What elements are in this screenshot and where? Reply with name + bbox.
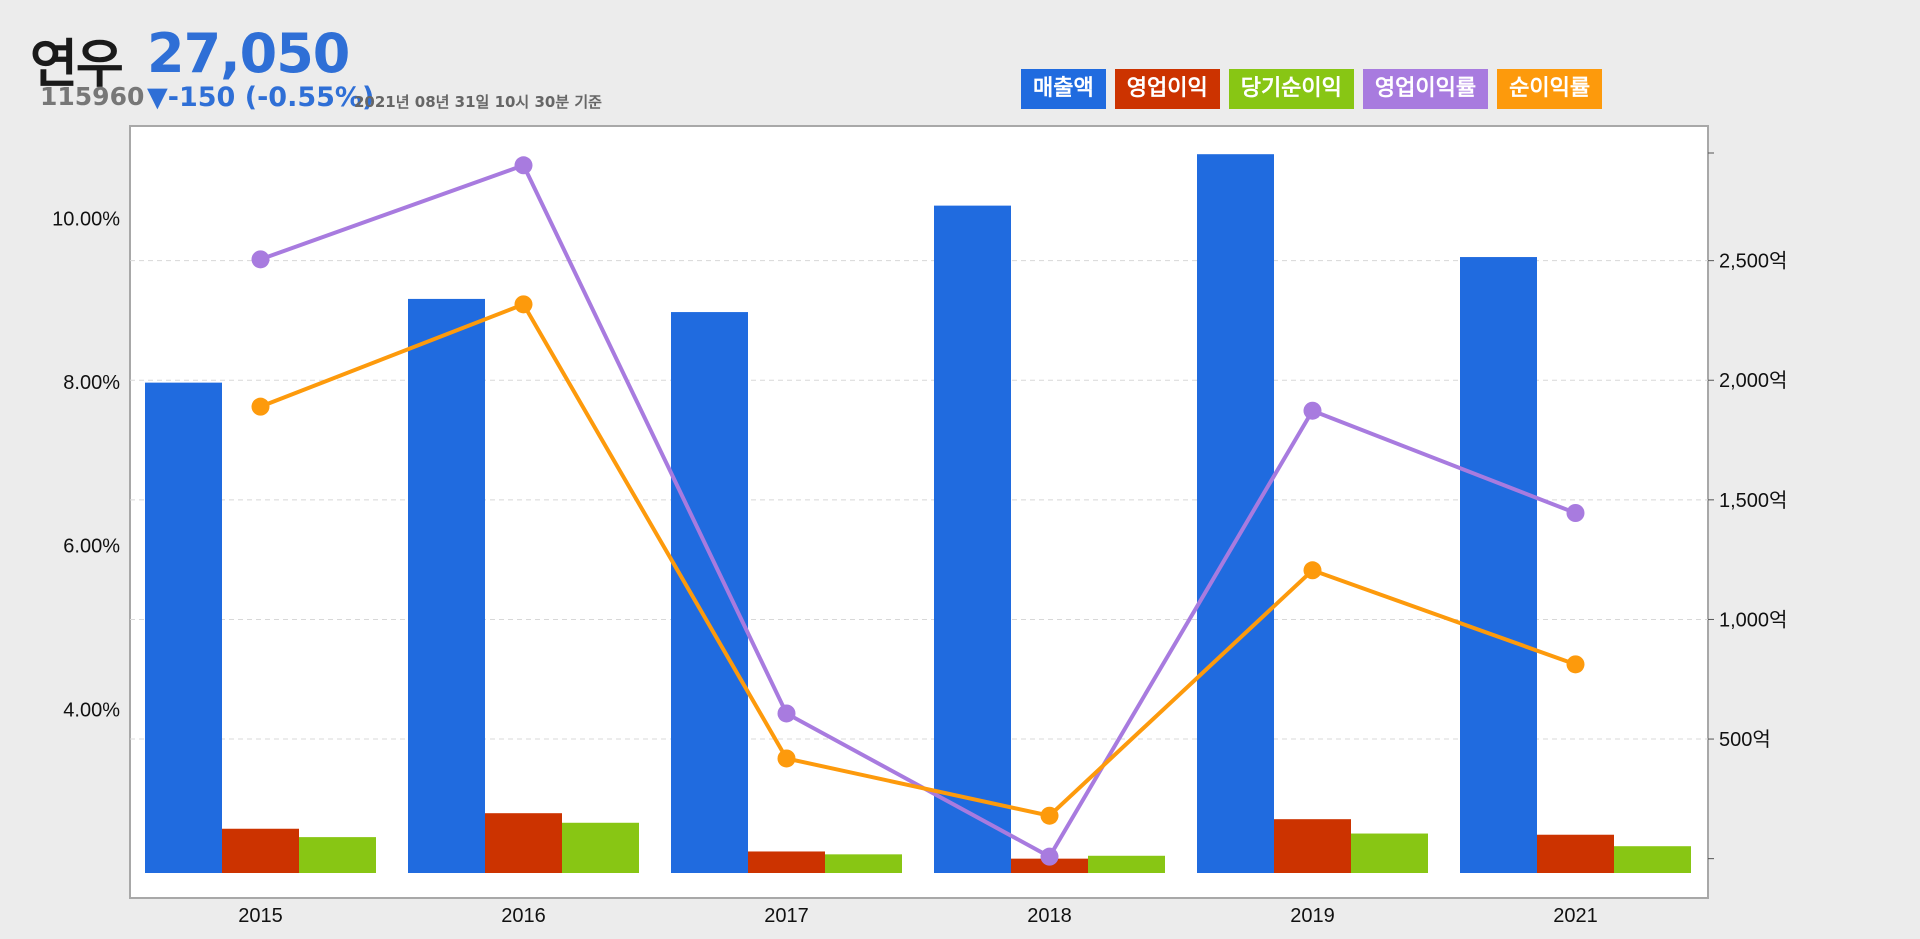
chart-legend: 매출액 영업이익 당기순이익 영업이익률 순이익률 xyxy=(1012,69,1603,109)
left-axis-tick-label: 4.00% xyxy=(63,699,120,721)
line-net_margin xyxy=(259,301,1577,818)
stock-code: 115960 xyxy=(40,82,145,111)
bar-operating_income xyxy=(485,813,562,873)
legend-item-net_income: 당기순이익 xyxy=(1228,69,1354,109)
point-net_margin xyxy=(514,295,533,314)
point-operating_margin xyxy=(1040,847,1059,866)
as-of-timestamp: 2021년 08년 31일 10시 30분 기준 xyxy=(354,93,602,111)
point-net_margin xyxy=(1040,806,1059,825)
point-net_margin xyxy=(1566,655,1585,674)
left-axis-tick-label: 8.00% xyxy=(63,372,120,394)
x-axis-tick-label: 2018 xyxy=(1027,905,1072,927)
point-net_margin xyxy=(1303,561,1322,580)
point-operating_margin xyxy=(777,704,796,723)
bar-operating_income xyxy=(222,828,299,873)
legend-item-net_margin: 순이익률 xyxy=(1497,69,1603,109)
legend-item-operating_income: 영업이익 xyxy=(1114,69,1220,109)
bar-revenue xyxy=(934,205,1011,874)
x-axis-tick-label: 2016 xyxy=(501,905,546,927)
right-axis-tick-label: 1,000억 xyxy=(1719,608,1787,631)
point-net_margin xyxy=(777,749,796,768)
bar-operating_income xyxy=(1011,858,1088,873)
bar-revenue xyxy=(145,382,222,873)
x-axis-tick-label: 2021 xyxy=(1553,905,1598,927)
point-operating_margin xyxy=(514,156,533,175)
bar-revenue xyxy=(1460,257,1537,873)
point-net_margin xyxy=(251,397,270,416)
company-name: 연우 xyxy=(30,35,124,95)
bar-net_income xyxy=(1614,846,1691,873)
x-axis-tick-label: 2015 xyxy=(238,905,283,927)
bar-net_income xyxy=(1351,833,1428,873)
left-axis-tick-label: 10.00% xyxy=(52,208,120,230)
right-axis-tick-label: 500억 xyxy=(1719,728,1771,751)
legend-item-revenue: 매출액 xyxy=(1021,69,1106,109)
current-price: 27,050 xyxy=(147,22,350,85)
legend-item-operating_margin: 영업이익률 xyxy=(1362,69,1489,109)
right-axis-tick-label: 1,500억 xyxy=(1719,489,1787,512)
x-axis-tick-label: 2017 xyxy=(764,905,809,927)
bar-revenue xyxy=(671,312,748,873)
x-axis-tick-label: 2019 xyxy=(1290,905,1335,927)
point-operating_margin xyxy=(251,250,270,269)
plot-area xyxy=(129,125,1709,899)
bar-net_income xyxy=(299,837,376,873)
bar-net_income xyxy=(1088,855,1165,873)
stock-header: 연우 27,050 115960 ▼-150 (-0.55%) 2021년 08… xyxy=(0,0,1920,125)
right-axis-tick-label: 2,500억 xyxy=(1719,250,1787,273)
left-axis-tick-label: 6.00% xyxy=(63,536,120,558)
bar-net_income xyxy=(825,854,902,873)
bar-operating_income xyxy=(748,851,825,873)
bar-operating_income xyxy=(1537,834,1614,873)
point-operating_margin xyxy=(1566,504,1585,522)
bar-revenue xyxy=(1197,154,1274,873)
right-axis-tick-label: 2,000억 xyxy=(1719,369,1787,392)
point-operating_margin xyxy=(1303,401,1322,420)
bar-net_income xyxy=(562,822,639,873)
price-change: ▼-150 (-0.55%) xyxy=(147,82,375,113)
bar-operating_income xyxy=(1274,819,1351,873)
bar-revenue xyxy=(408,298,485,873)
